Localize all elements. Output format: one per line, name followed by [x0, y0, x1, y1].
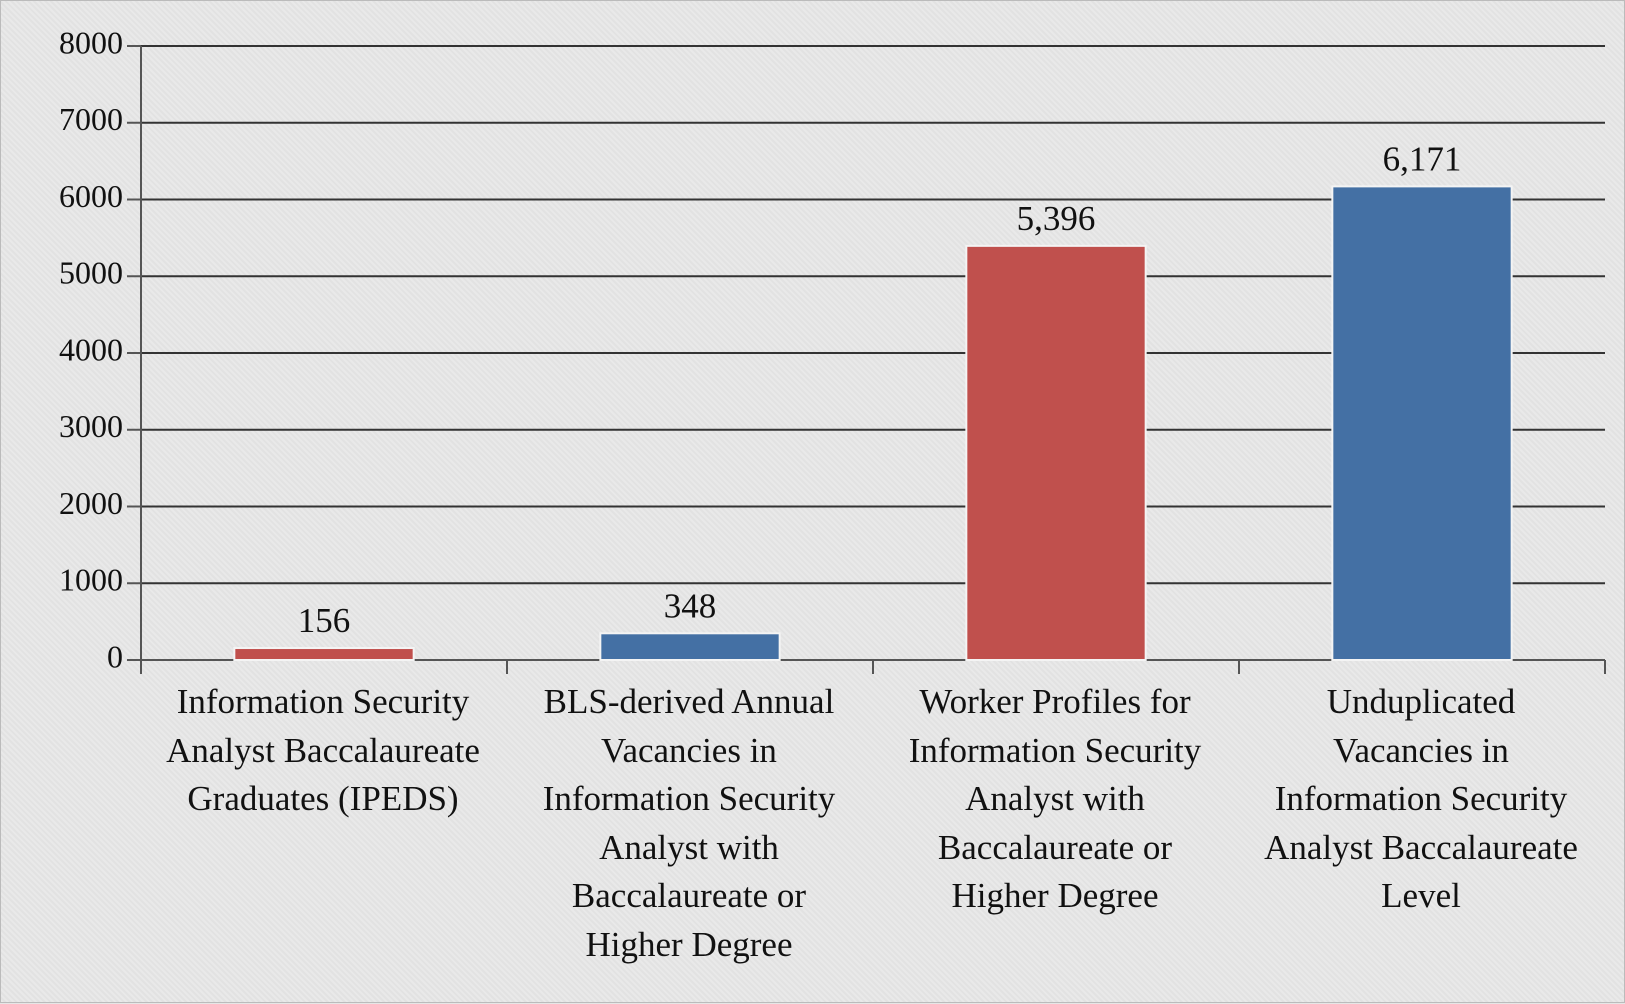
bar [1331, 185, 1513, 661]
data-label: 348 [664, 586, 717, 625]
x-tick-label: Unduplicated Vacancies in Information Se… [1264, 682, 1578, 915]
y-tick-label: 5000 [59, 255, 123, 291]
x-tick-label: Information Security Analyst Baccalaurea… [166, 682, 480, 818]
y-tick-label: 2000 [59, 485, 123, 521]
y-tick-label: 7000 [59, 101, 123, 137]
bar [965, 244, 1147, 661]
y-tick-label: 6000 [59, 178, 123, 214]
y-tick-label: 0 [107, 638, 123, 674]
y-tick-label: 4000 [59, 331, 123, 367]
bar [233, 647, 415, 661]
y-tick-label: 8000 [59, 24, 123, 60]
x-tick-label: Worker Profiles for Information Security… [908, 682, 1202, 915]
y-tick-label: 1000 [59, 562, 123, 598]
x-tick-label: BLS-derived Annual Vacancies in Informat… [542, 682, 836, 964]
data-label: 6,171 [1383, 139, 1462, 178]
data-label: 5,396 [1017, 199, 1096, 238]
bar [599, 632, 781, 662]
data-label: 156 [298, 601, 351, 640]
y-tick-label: 3000 [59, 408, 123, 444]
